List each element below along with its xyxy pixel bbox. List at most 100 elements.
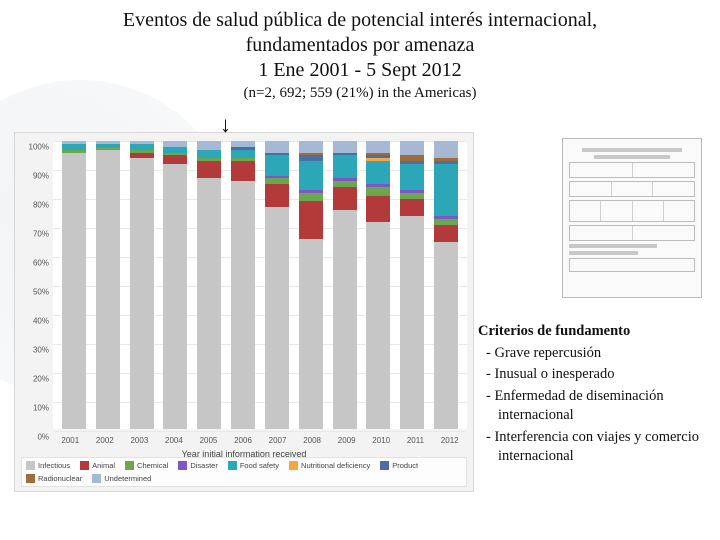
- legend-swatch: [26, 474, 35, 483]
- bar-segment-infectious: [366, 222, 390, 429]
- legend-item-radionuclear: Radionuclear: [26, 474, 82, 483]
- legend: Infectious Animal Chemical Disaster Food saf…: [21, 457, 467, 487]
- legend-swatch: [80, 461, 89, 470]
- bar: [400, 141, 424, 429]
- bar-segment-infectious: [130, 158, 154, 429]
- bar: [197, 141, 221, 429]
- bars-container: [53, 141, 467, 429]
- bar-segment-food_safety: [299, 161, 323, 190]
- bar-segment-infectious: [400, 216, 424, 429]
- bar-segment-infectious: [163, 164, 187, 429]
- bar-segment-animal: [231, 161, 255, 181]
- bar: [96, 141, 120, 429]
- y-tick-label: 0%: [15, 433, 49, 442]
- bar-segment-infectious: [265, 207, 289, 429]
- y-tick-label: 90%: [15, 172, 49, 181]
- bar-segment-animal: [434, 225, 458, 242]
- bar: [333, 141, 357, 429]
- legend-label: Infectious: [38, 461, 70, 470]
- y-tick-label: 70%: [15, 230, 49, 239]
- criteria-item: Enfermedad de diseminación internacional: [482, 387, 706, 426]
- title-block: Eventos de salud pública de potencial in…: [0, 0, 720, 102]
- x-tick-label: 2011: [407, 436, 424, 445]
- down-arrow-icon: ↓: [220, 112, 231, 138]
- x-tick-label: 2010: [372, 436, 390, 445]
- legend-item-undetermined: Undetermined: [92, 474, 151, 483]
- x-axis-labels: 2001200220032004200520062007200820092010…: [53, 436, 467, 445]
- bar-segment-animal: [265, 184, 289, 207]
- bar: [265, 141, 289, 429]
- x-tick-label: 2002: [96, 436, 114, 445]
- x-tick-label: 2006: [234, 436, 252, 445]
- bar-segment-food_safety: [400, 164, 424, 190]
- y-tick-label: 10%: [15, 404, 49, 413]
- legend-swatch: [380, 461, 389, 470]
- legend-swatch: [26, 461, 35, 470]
- x-tick-label: 2001: [61, 436, 79, 445]
- y-tick-label: 60%: [15, 259, 49, 268]
- bar-segment-undetermined: [265, 141, 289, 153]
- bar-segment-food_safety: [265, 155, 289, 175]
- bar-segment-infectious: [299, 239, 323, 429]
- bar-segment-animal: [299, 201, 323, 238]
- bar-segment-undetermined: [333, 141, 357, 153]
- bar-segment-animal: [197, 161, 221, 178]
- bar-segment-infectious: [96, 150, 120, 429]
- legend-label: Radionuclear: [38, 474, 82, 483]
- x-tick-label: 2008: [303, 436, 321, 445]
- x-tick-label: 2007: [269, 436, 287, 445]
- criteria-item: Interferencia con viajes y comercio inte…: [482, 428, 706, 467]
- bar-segment-chemical: [366, 187, 390, 196]
- bar-segment-undetermined: [434, 141, 458, 158]
- bar-segment-food_safety: [231, 150, 255, 159]
- bar-segment-infectious: [333, 210, 357, 429]
- legend-swatch: [178, 461, 187, 470]
- legend-swatch: [92, 474, 101, 483]
- stacked-bar-chart: 2001200220032004200520062007200820092010…: [14, 132, 474, 492]
- annex2-document-thumbnail: [562, 138, 702, 298]
- legend-label: Nutritional deficiency: [301, 461, 370, 470]
- y-tick-label: 50%: [15, 288, 49, 297]
- bar-segment-infectious: [197, 178, 221, 429]
- legend-label: Chemical: [137, 461, 168, 470]
- bar-segment-animal: [333, 187, 357, 210]
- plot-area: [53, 141, 467, 429]
- legend-label: Undetermined: [104, 474, 151, 483]
- legend-item-chemical: Chemical: [125, 461, 168, 470]
- subtitle: (n=2, 692; 559 (21%) in the Americas): [30, 85, 690, 102]
- title-line-1: Eventos de salud pública de potencial in…: [30, 8, 690, 33]
- bar: [130, 141, 154, 429]
- bar-segment-food_safety: [434, 164, 458, 216]
- bar-segment-undetermined: [400, 141, 424, 155]
- criteria-list: Grave repercusiónInusual o inesperadoEnf…: [478, 344, 706, 467]
- legend-label: Product: [392, 461, 418, 470]
- bar-segment-undetermined: [197, 141, 221, 150]
- legend-item-disaster: Disaster: [178, 461, 218, 470]
- criteria-item: Inusual o inesperado: [482, 365, 706, 385]
- y-tick-label: 20%: [15, 375, 49, 384]
- bar-segment-food_safety: [197, 150, 221, 159]
- x-tick-label: 2009: [338, 436, 356, 445]
- bar-segment-food_safety: [333, 155, 357, 178]
- bar: [434, 141, 458, 429]
- bar-segment-animal: [400, 199, 424, 216]
- legend-item-animal: Animal: [80, 461, 115, 470]
- legend-item-nutritional: Nutritional deficiency: [289, 461, 370, 470]
- legend-label: Food safety: [240, 461, 279, 470]
- bar-segment-infectious: [62, 153, 86, 429]
- bar: [366, 141, 390, 429]
- bar-segment-infectious: [434, 242, 458, 429]
- criteria-panel: Criterios de fundamento Grave repercusió…: [478, 322, 706, 469]
- y-tick-label: 100%: [15, 143, 49, 152]
- y-tick-label: 30%: [15, 346, 49, 355]
- bar: [163, 141, 187, 429]
- bar-segment-animal: [366, 196, 390, 222]
- bar: [299, 141, 323, 429]
- bar-segment-undetermined: [366, 141, 390, 153]
- legend-item-infectious: Infectious: [26, 461, 70, 470]
- x-tick-label: 2003: [130, 436, 148, 445]
- legend-label: Animal: [92, 461, 115, 470]
- title-line-2: fundamentados por amenaza: [30, 33, 690, 58]
- criteria-item: Grave repercusión: [482, 344, 706, 364]
- bar-segment-animal: [163, 155, 187, 164]
